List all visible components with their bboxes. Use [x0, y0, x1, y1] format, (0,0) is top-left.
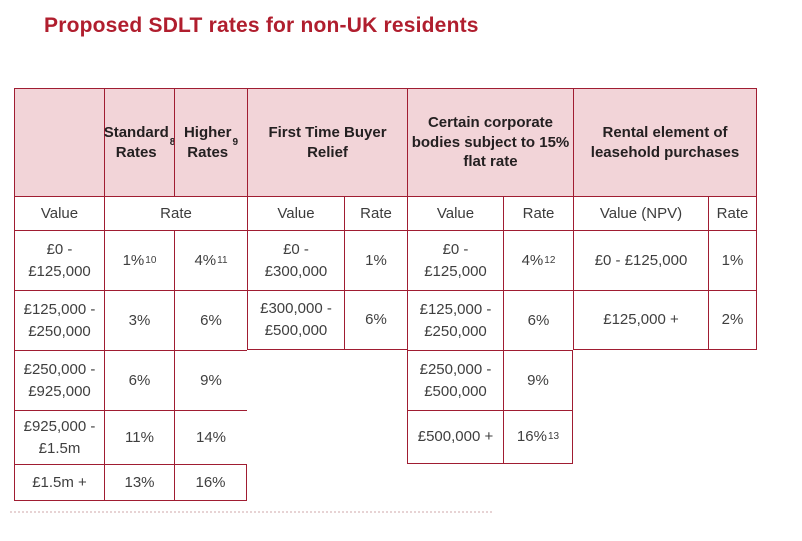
ftb-band-2-value: £300,000 - £500,000: [247, 290, 344, 350]
first-time-buyer-header: First Time Buyer Relief: [247, 88, 407, 196]
main-rate-subheader: Rate: [104, 196, 247, 230]
corner-header-cell: [14, 88, 104, 196]
corp-band-4-value: £500,000 +: [407, 410, 503, 464]
page-title: Proposed SDLT rates for non-UK residents: [44, 14, 479, 37]
rental-value-npv-subheader: Value (NPV): [573, 196, 708, 230]
corp-band-3-rate: 9%: [503, 350, 573, 410]
main-band-5-value: £1.5m +: [14, 464, 104, 501]
corp-band-1-rate: 4% 12: [503, 230, 573, 290]
main-band-2-value: £125,000 - £250,000: [14, 290, 104, 350]
standard-rates-header: Standard Rates 8: [104, 88, 175, 196]
main-band-5-standard-rate: 13%: [104, 464, 174, 501]
main-band-1-standard-rate: 1% 10: [104, 230, 174, 290]
main-band-1-higher-rate: 4% 11: [174, 230, 247, 290]
main-band-4-higher-rate: 14%: [174, 410, 247, 464]
sdlt-rates-table: Standard Rates 8 Higher Rates 9 First Time…: [14, 88, 757, 501]
ftb-band-1-value: £0 - £300,000: [247, 230, 344, 290]
corp-rate-subheader: Rate: [503, 196, 573, 230]
ftb-value-subheader: Value: [247, 196, 344, 230]
main-band-3-value: £250,000 - £925,000: [14, 350, 104, 410]
main-band-5-higher-rate: 16%: [174, 464, 247, 501]
footnote-separator: [10, 511, 492, 513]
ftb-band-2-rate: 6%: [344, 290, 407, 350]
main-band-4-standard-rate: 11%: [104, 410, 174, 464]
main-band-4-value: £925,000 - £1.5m: [14, 410, 104, 464]
corp-band-1-value: £0 - £125,000: [407, 230, 503, 290]
rental-element-header: Rental element of leasehold purchases: [573, 88, 757, 196]
corp-band-3-value: £250,000 - £500,000: [407, 350, 503, 410]
ftb-rate-subheader: Rate: [344, 196, 407, 230]
main-band-2-higher-rate: 6%: [174, 290, 247, 350]
corp-band-2-rate: 6%: [503, 290, 573, 350]
corp-band-2-value: £125,000 - £250,000: [407, 290, 503, 350]
main-band-3-higher-rate: 9%: [174, 350, 247, 410]
corporate-bodies-header: Certain corporate bodies subject to 15% …: [407, 88, 573, 196]
main-band-1-value: £0 - £125,000: [14, 230, 104, 290]
main-value-subheader: Value: [14, 196, 104, 230]
rental-band-2-value: £125,000 +: [573, 290, 708, 350]
ftb-band-1-rate: 1%: [344, 230, 407, 290]
rental-band-2-rate: 2%: [708, 290, 757, 350]
rental-band-1-rate: 1%: [708, 230, 757, 290]
main-band-3-standard-rate: 6%: [104, 350, 174, 410]
corp-value-subheader: Value: [407, 196, 503, 230]
rental-rate-subheader: Rate: [708, 196, 757, 230]
rental-band-1-value: £0 - £125,000: [573, 230, 708, 290]
main-band-2-standard-rate: 3%: [104, 290, 174, 350]
corp-band-4-rate: 16% 13: [503, 410, 573, 464]
higher-rates-header: Higher Rates 9: [174, 88, 247, 196]
